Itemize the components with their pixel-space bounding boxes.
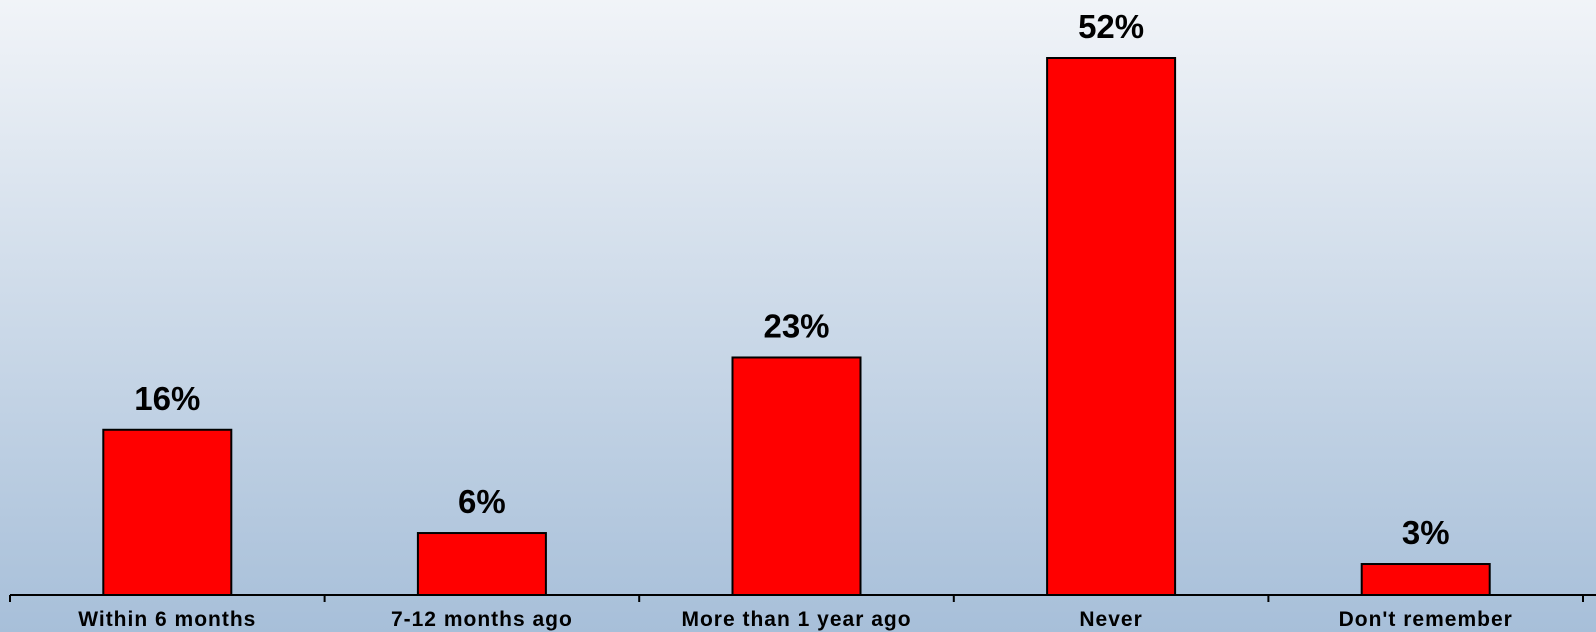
data-label: 23% (763, 307, 829, 344)
x-tick-label: Don't remember (1339, 608, 1513, 631)
bar (731, 356, 862, 596)
bar (1360, 563, 1491, 596)
bar (416, 532, 547, 596)
data-label: 52% (1078, 8, 1144, 45)
data-label: 16% (134, 380, 200, 417)
x-tick-label: 7-12 months ago (391, 608, 573, 631)
x-tick-label: More than 1 year ago (681, 608, 911, 631)
bar (1046, 57, 1177, 596)
bar (102, 428, 233, 596)
data-label: 6% (458, 483, 506, 520)
data-label: 3% (1402, 514, 1450, 551)
x-tick-label: Never (1079, 608, 1142, 631)
x-tick-label: Within 6 months (78, 608, 256, 631)
